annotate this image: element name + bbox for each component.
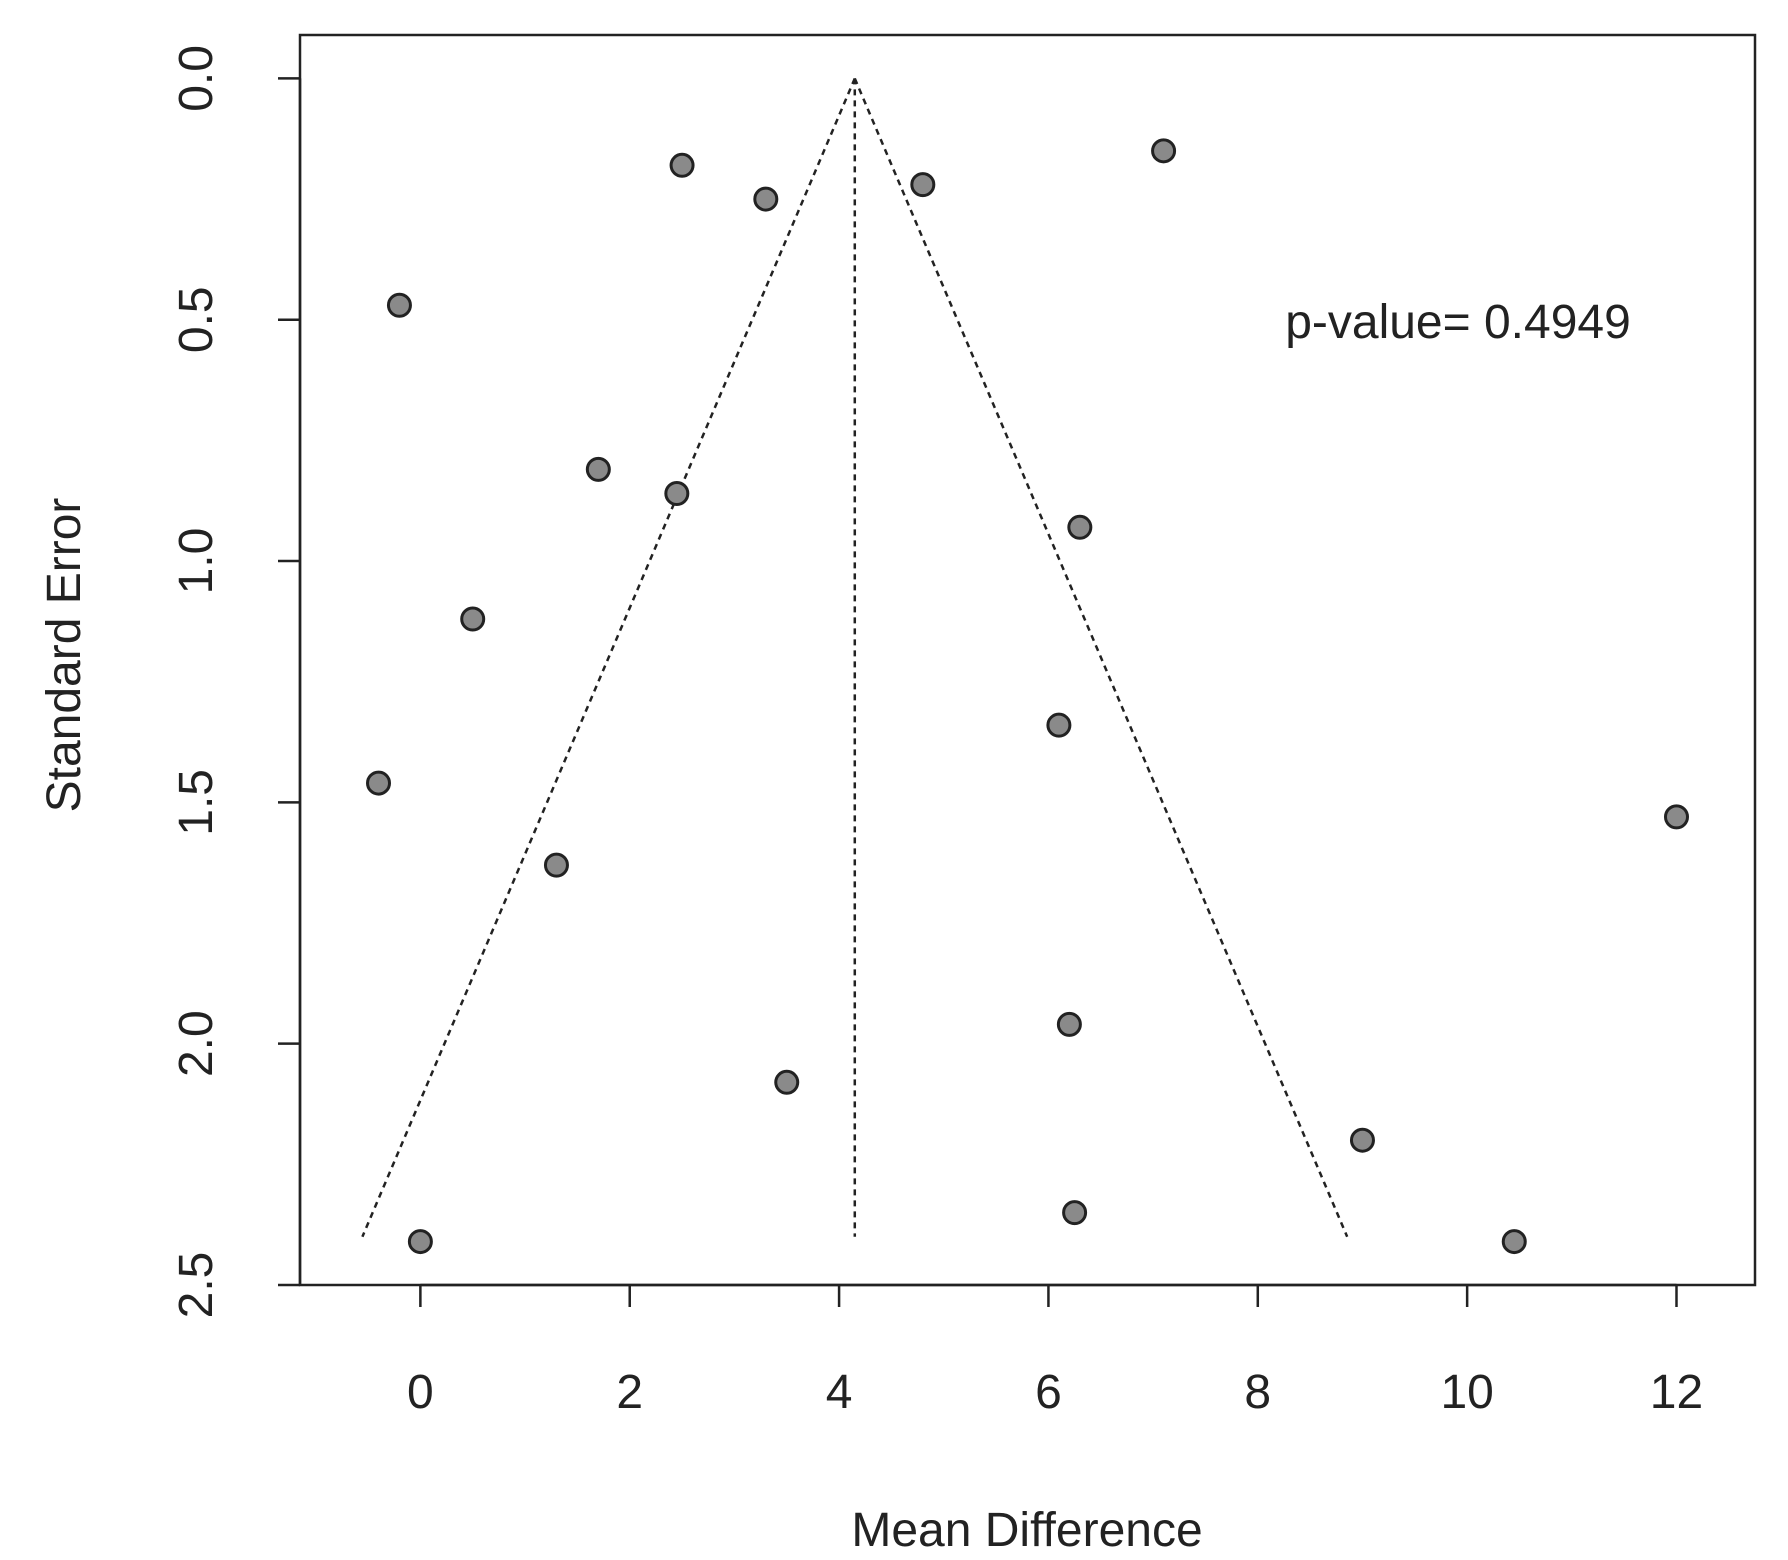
p-value-annotation: p-value= 0.4949 <box>1285 296 1631 349</box>
data-point <box>774 1069 800 1095</box>
y-tick-label: 0.5 <box>170 286 223 353</box>
data-point <box>1663 804 1689 830</box>
data-point <box>1046 712 1072 738</box>
x-tick-label: 0 <box>407 1366 434 1419</box>
x-tick-label: 10 <box>1440 1366 1493 1419</box>
data-points <box>366 138 1689 1255</box>
data-point <box>753 186 779 212</box>
x-tick-label: 8 <box>1244 1366 1271 1419</box>
data-point <box>585 456 611 482</box>
x-axis: 0 2 4 6 8 10 12 <box>407 1283 1703 1419</box>
y-tick-label: 1.5 <box>170 769 223 836</box>
funnel-left-limit <box>361 77 856 1238</box>
x-axis-title: Mean Difference <box>851 1504 1202 1557</box>
y-tick-label: 1.0 <box>170 528 223 595</box>
data-point <box>1062 1200 1088 1226</box>
data-point <box>1151 138 1177 164</box>
data-point <box>910 172 936 198</box>
data-point <box>664 480 690 506</box>
y-tick-label: 0.0 <box>170 45 223 112</box>
y-axis-title: Standard Error <box>38 498 91 813</box>
x-tick-label: 6 <box>1035 1366 1062 1419</box>
y-tick-label: 2.5 <box>170 1252 223 1319</box>
plot-frame <box>298 33 1757 1287</box>
data-point <box>1067 514 1093 540</box>
data-point <box>543 852 569 878</box>
y-tick-label: 2.0 <box>170 1010 223 1077</box>
y-axis: 0.0 0.5 1.0 1.5 2.0 2.5 <box>170 45 302 1319</box>
data-point <box>460 606 486 632</box>
data-point <box>669 152 695 178</box>
funnel-lines <box>361 77 1349 1238</box>
data-point <box>1501 1229 1527 1255</box>
data-point <box>366 770 392 796</box>
data-point <box>386 292 412 318</box>
funnel-right-limit <box>853 77 1349 1238</box>
data-point <box>407 1229 433 1255</box>
data-point <box>1056 1011 1082 1037</box>
data-point <box>1349 1127 1375 1153</box>
x-tick-label: 4 <box>826 1366 853 1419</box>
x-tick-label: 2 <box>616 1366 643 1419</box>
x-tick-label: 12 <box>1650 1366 1703 1419</box>
